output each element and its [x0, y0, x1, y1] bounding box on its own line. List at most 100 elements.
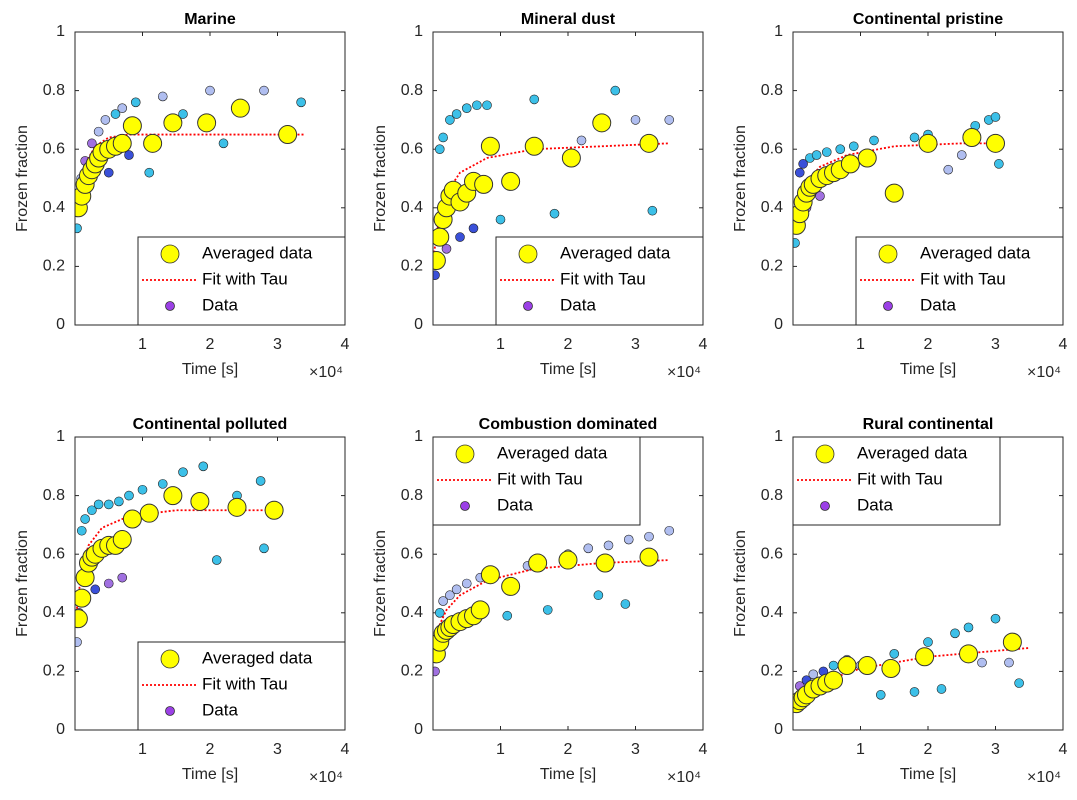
y-tick-label: 0.2: [43, 258, 65, 275]
averaged-marker: [112, 133, 132, 153]
subplot: 0 0.2 0.4 0.6 0.8 1 1 2 3 4 ×10⁴ Time [s] Frozen fra…: [732, 416, 1067, 786]
y-tick-label: 0.6: [43, 140, 65, 157]
chart-title: Continental pristine: [853, 11, 1003, 28]
y-tick-label: 0.8: [401, 487, 423, 504]
averaged-marker: [840, 154, 860, 174]
y-tick-label: 1: [414, 23, 423, 40]
y-tick-label: 0: [414, 316, 423, 333]
data-point: [468, 223, 479, 234]
data-point: [117, 103, 128, 113]
data-point: [76, 525, 87, 536]
averaged-marker: [480, 136, 500, 156]
data-point: [593, 590, 604, 601]
data-point: [259, 85, 269, 96]
data-point: [630, 115, 641, 125]
data-point: [157, 91, 168, 102]
x-axis-label: Time [s]: [900, 766, 956, 783]
averaged-marker: [75, 609, 88, 629]
data-point: [255, 476, 266, 486]
legend-label: Averaged data: [202, 648, 313, 667]
data-point: [1014, 678, 1024, 688]
data-point: [438, 132, 448, 143]
x-tick-label: 1: [138, 741, 147, 758]
data-point: [75, 223, 82, 234]
x-tick-label: 4: [699, 741, 708, 758]
data-point: [794, 167, 805, 178]
x-multiplier: ×10⁴: [1027, 364, 1061, 381]
data-point: [644, 531, 654, 542]
data-point: [623, 534, 634, 545]
x-tick-label: 2: [924, 336, 933, 353]
data-point: [875, 690, 886, 700]
data-point: [936, 684, 947, 694]
data-point: [848, 141, 859, 152]
y-tick-label: 0.4: [401, 199, 423, 216]
data-point: [956, 150, 967, 160]
legend-swatch: [518, 244, 538, 264]
x-tick-label: 3: [273, 741, 282, 758]
x-tick-label: 3: [631, 336, 640, 353]
averaged-marker: [857, 656, 877, 676]
legend-swatch: [165, 301, 175, 311]
legend-label: Fit with Tau: [857, 469, 943, 488]
y-tick-label: 0.8: [43, 82, 65, 99]
data-point: [950, 628, 960, 639]
y-tick-label: 0.4: [401, 604, 423, 621]
x-tick-label: 3: [273, 336, 282, 353]
data-point: [909, 687, 920, 697]
x-tick-label: 4: [1059, 741, 1068, 758]
y-axis-label: Frozen fraction: [14, 530, 31, 637]
data-point: [296, 97, 306, 108]
x-multiplier: ×10⁴: [667, 364, 701, 381]
legend-swatch: [883, 301, 893, 311]
averaged-marker: [190, 491, 210, 511]
data-point: [963, 622, 974, 633]
data-point: [93, 499, 104, 510]
legend-swatch: [460, 501, 470, 511]
legend-swatch: [815, 444, 835, 464]
legend-swatch: [165, 706, 175, 716]
data-point: [259, 543, 269, 554]
data-point: [124, 150, 134, 160]
plot-layer: [75, 461, 284, 647]
y-tick-label: 0.6: [761, 545, 783, 562]
data-point: [80, 514, 90, 524]
x-multiplier: ×10⁴: [667, 769, 701, 786]
x-axis-label: Time [s]: [900, 361, 956, 378]
data-point: [178, 467, 188, 477]
fit-line: [433, 559, 670, 657]
x-tick-label: 4: [341, 741, 350, 758]
y-tick-label: 1: [56, 23, 65, 40]
averaged-marker: [915, 647, 935, 667]
averaged-marker: [561, 148, 581, 168]
x-axis-label: Time [s]: [182, 361, 238, 378]
legend-swatch: [820, 501, 830, 511]
averaged-marker: [962, 127, 982, 147]
legend-label: Averaged data: [202, 243, 313, 262]
data-point: [647, 205, 658, 216]
y-tick-label: 1: [774, 23, 783, 40]
averaged-marker: [1002, 632, 1022, 652]
y-tick-label: 0.4: [43, 199, 65, 216]
data-point: [664, 115, 675, 125]
averaged-marker: [501, 171, 521, 191]
y-tick-label: 1: [414, 428, 423, 445]
averaged-marker: [122, 509, 142, 529]
data-point: [90, 584, 101, 595]
data-point: [451, 584, 462, 595]
y-axis-label: Frozen fraction: [732, 125, 749, 232]
averaged-marker: [857, 148, 877, 168]
x-tick-label: 4: [341, 336, 350, 353]
legend: Averaged data Fit with Tau Data: [137, 236, 346, 326]
y-tick-label: 0.8: [761, 487, 783, 504]
data-point: [529, 94, 540, 105]
plot-layer: [433, 525, 675, 677]
x-tick-label: 3: [631, 741, 640, 758]
data-point: [157, 479, 168, 489]
legend-swatch: [455, 444, 475, 464]
averaged-marker: [163, 486, 183, 506]
data-point: [433, 270, 440, 280]
legend-label: Data: [202, 700, 238, 719]
y-tick-label: 0: [414, 721, 423, 738]
legend-label: Fit with Tau: [202, 674, 288, 693]
